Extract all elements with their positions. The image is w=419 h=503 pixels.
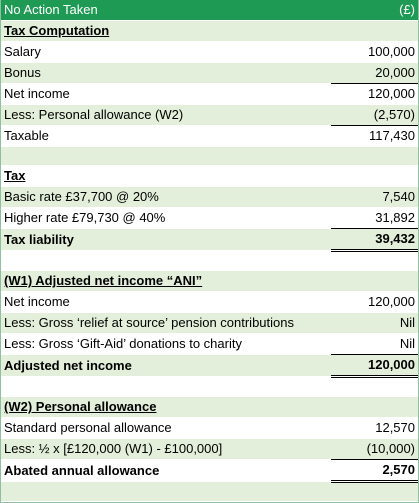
table-title: No Action Taken (1, 0, 331, 21)
tax-liability-value: 39,432 (331, 228, 418, 252)
total-row: Abated annual allowance 2,570 (1, 459, 418, 483)
tax-liability-label: Tax liability (1, 228, 331, 251)
row-label: Basic rate £37,700 @ 20% (1, 186, 331, 208)
section-heading-row: Tax (1, 165, 418, 187)
table-row: Salary 100,000 (1, 41, 418, 63)
spacer-row (1, 146, 418, 166)
row-value: 7,540 (331, 186, 418, 208)
table-row: Net income 120,000 (1, 83, 418, 105)
row-value: (2,570) (331, 104, 418, 126)
tax-heading: Tax (1, 165, 331, 187)
total-row: Adjusted net income 120,000 (1, 354, 418, 378)
spacer-row (1, 250, 418, 271)
section-heading-row: (W1) Adjusted net income “ANI” (1, 270, 418, 292)
total-row: Tax liability 39,432 (1, 228, 418, 252)
section-heading-row: Tax Computation (1, 20, 418, 42)
row-label: Taxable (1, 125, 331, 147)
w2-heading: (W2) Personal allowance (1, 396, 331, 418)
row-label: Standard personal allowance (1, 417, 331, 439)
row-value: 100,000 (331, 41, 418, 63)
table-row: Net income 120,000 (1, 291, 418, 313)
table-row: Taxable 117,430 (1, 125, 418, 147)
row-label: Higher rate £79,730 @ 40% (1, 207, 331, 229)
abated-allowance-value: 2,570 (331, 459, 418, 483)
w1-heading: (W1) Adjusted net income “ANI” (1, 270, 331, 292)
row-label: Bonus (1, 62, 331, 84)
row-value: 12,570 (331, 417, 418, 439)
table-row: Bonus 20,000 (1, 62, 418, 84)
spacer-row (1, 376, 418, 397)
spacer-row (1, 481, 418, 502)
row-label: Net income (1, 291, 331, 313)
section-heading-row: (W2) Personal allowance (1, 396, 418, 418)
row-label: Less: ½ x [£120,000 (W1) - £100,000] (1, 438, 331, 460)
row-label: Less: Personal allowance (W2) (1, 104, 331, 126)
row-value: 117,430 (331, 125, 418, 147)
row-value: Nil (331, 312, 418, 334)
row-value: 20,000 (331, 62, 418, 84)
table-row: Basic rate £37,700 @ 20% 7,540 (1, 186, 418, 208)
table-row: Higher rate £79,730 @ 40% 31,892 (1, 207, 418, 229)
adjusted-net-income-value: 120,000 (331, 354, 418, 378)
currency-unit: (£) (331, 0, 418, 21)
row-value: 120,000 (331, 291, 418, 313)
tax-computation-heading: Tax Computation (1, 20, 331, 42)
table-row: Less: Gross ‘Gift-Aid’ donations to char… (1, 333, 418, 355)
table-row: Less: ½ x [£120,000 (W1) - £100,000] (10… (1, 438, 418, 460)
abated-allowance-label: Abated annual allowance (1, 459, 331, 482)
table-header-row: No Action Taken (£) (1, 0, 418, 21)
row-label: Less: Gross ‘relief at source’ pension c… (1, 312, 331, 334)
table-row: Standard personal allowance 12,570 (1, 417, 418, 439)
row-value: 120,000 (331, 83, 418, 105)
adjusted-net-income-label: Adjusted net income (1, 354, 331, 377)
row-label: Net income (1, 83, 331, 105)
table-row: Less: Personal allowance (W2) (2,570) (1, 104, 418, 126)
row-value: Nil (331, 333, 418, 355)
row-label: Less: Gross ‘Gift-Aid’ donations to char… (1, 333, 331, 355)
row-value: 31,892 (331, 207, 418, 229)
row-value: (10,000) (331, 438, 418, 460)
table-row: Less: Gross ‘relief at source’ pension c… (1, 312, 418, 334)
row-label: Salary (1, 41, 331, 63)
